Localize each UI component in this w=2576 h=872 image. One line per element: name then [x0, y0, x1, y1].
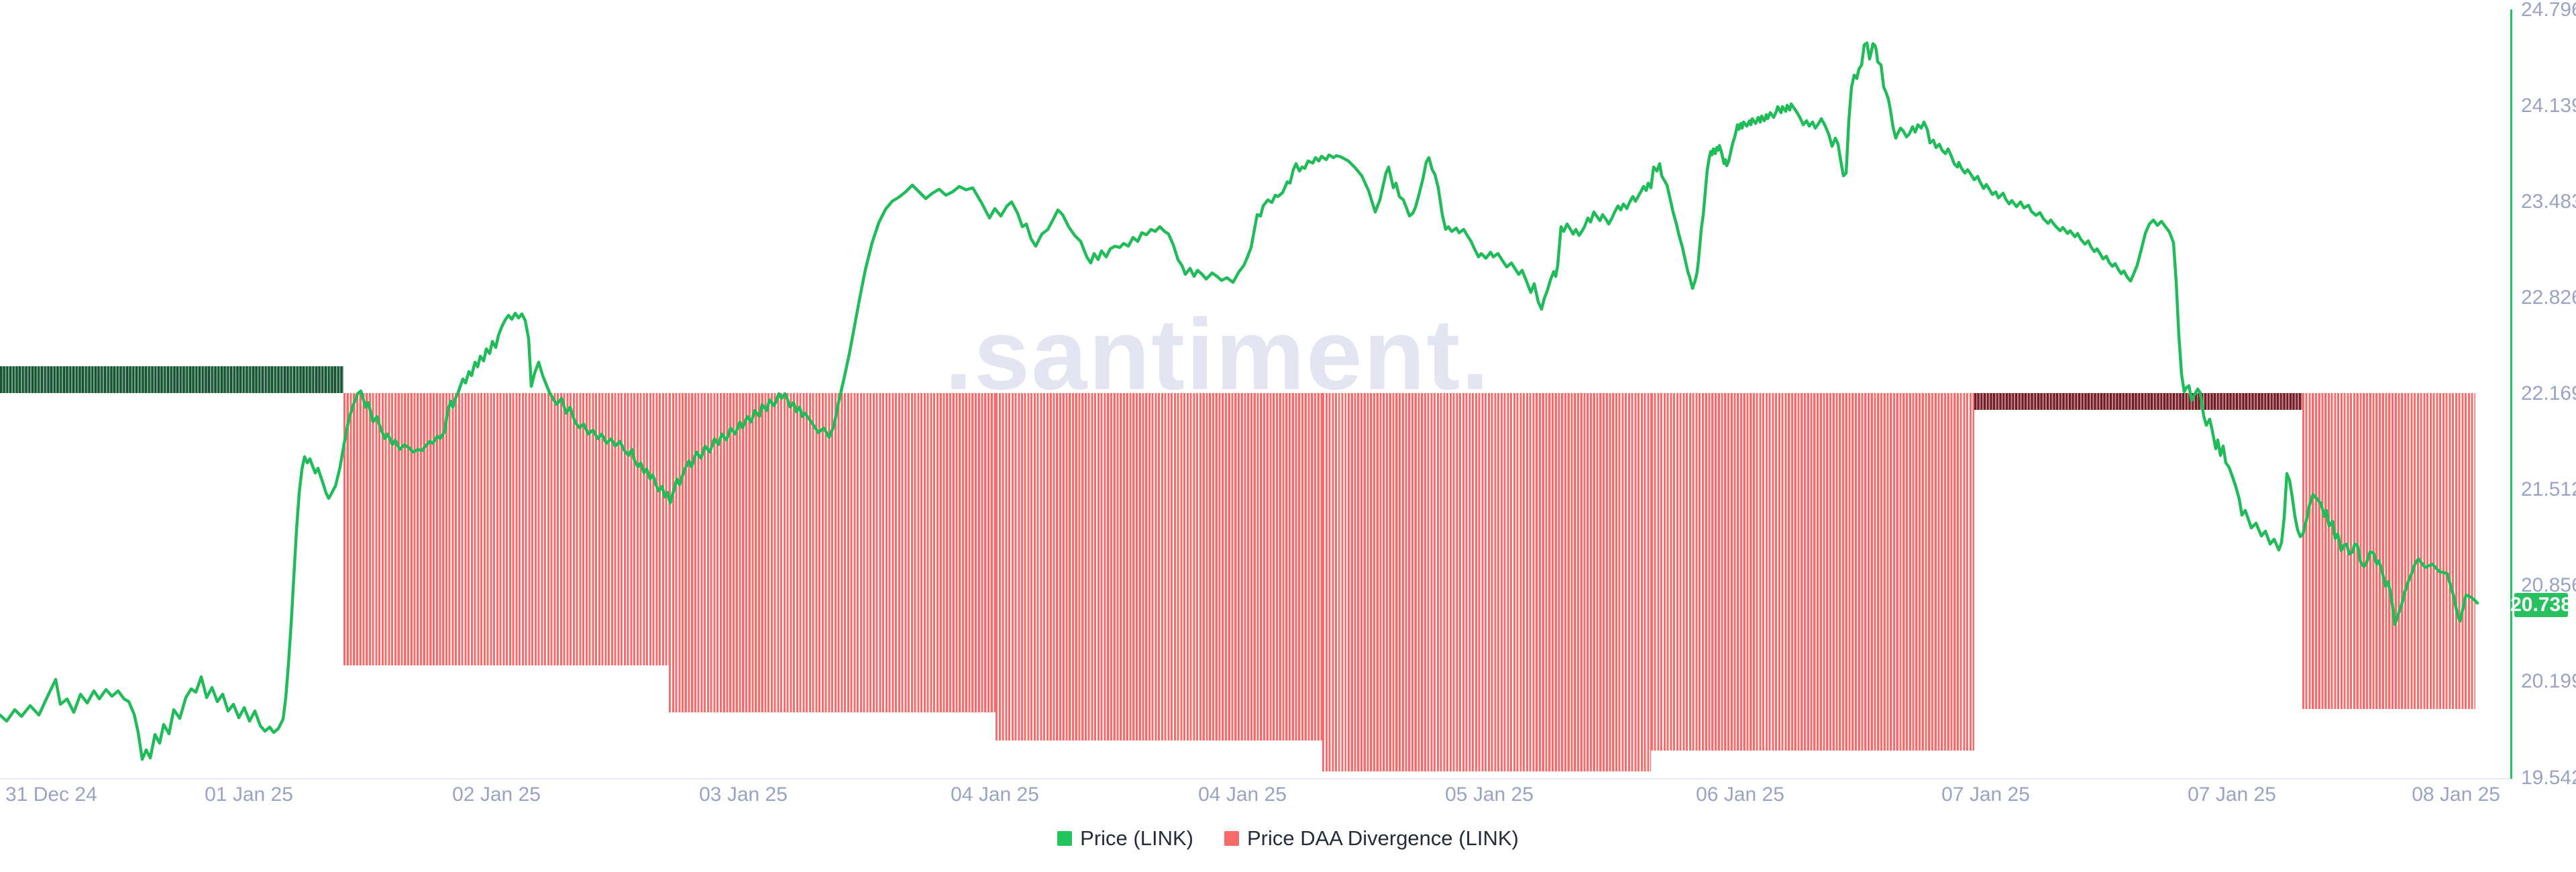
y-tick-label: 19.542 [2521, 767, 2576, 789]
y-tick-label: 21.512 [2521, 478, 2576, 500]
x-tick-label: 07 Jan 25 [1941, 783, 2030, 806]
x-axis-line [0, 778, 2512, 779]
x-tick-label: 06 Jan 25 [1696, 783, 1784, 806]
y-tick-label: 24.796 [2521, 0, 2576, 21]
x-tick-label: 05 Jan 25 [1445, 783, 1534, 806]
legend-item-price[interactable]: Price (LINK) [1057, 826, 1193, 851]
y-tick-label: 20.199 [2521, 670, 2576, 692]
price-legend-label: Price (LINK) [1080, 826, 1193, 850]
x-tick-label: 31 Dec 24 [5, 783, 97, 806]
y-tick-label: 22.826 [2521, 286, 2576, 309]
y-tick-label: 23.483 [2521, 190, 2576, 213]
x-tick-label: 04 Jan 25 [951, 783, 1039, 806]
price-legend-swatch-icon [1057, 831, 1073, 846]
divergence-region-red[interactable] [2302, 393, 2475, 709]
y-tick-label: 22.169 [2521, 382, 2576, 404]
x-tick-label: 03 Jan 25 [699, 783, 788, 806]
x-tick-label: 04 Jan 25 [1198, 783, 1287, 806]
divergence-region-red[interactable] [1322, 393, 1651, 771]
x-tick-label: 01 Jan 25 [205, 783, 293, 806]
legend-item-divergence[interactable]: Price DAA Divergence (LINK) [1224, 826, 1519, 851]
current-price-badge: 20.738 [2510, 593, 2572, 617]
chart-legend: Price (LINK) Price DAA Divergence (LINK) [0, 826, 2576, 851]
divergence-region-maroon[interactable] [1974, 393, 2302, 410]
y-axis-line [2510, 9, 2512, 779]
divergence-legend-swatch-icon [1224, 831, 1239, 846]
price-line [0, 41, 2479, 761]
divergence-region-red[interactable] [669, 393, 996, 712]
x-tick-label: 07 Jan 25 [2188, 783, 2276, 806]
x-tick-label: 02 Jan 25 [452, 783, 541, 806]
divergence-legend-label: Price DAA Divergence (LINK) [1246, 826, 1519, 850]
x-tick-label: 08 Jan 25 [2412, 783, 2500, 806]
santiment-watermark: .santiment. [945, 298, 1491, 411]
divergence-region-red[interactable] [343, 393, 669, 665]
y-tick-label: 20.856 [2521, 574, 2576, 596]
divergence-region-red[interactable] [996, 393, 1322, 741]
divergence-region-green[interactable] [0, 366, 343, 393]
divergence-region-red[interactable] [1651, 393, 1974, 751]
y-tick-label: 24.139 [2521, 95, 2576, 117]
